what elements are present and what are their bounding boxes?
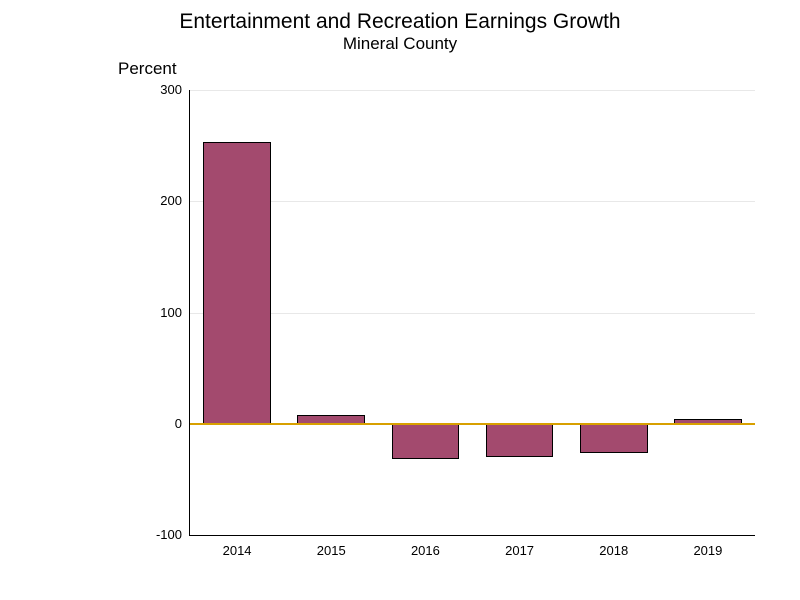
gridline	[190, 313, 755, 314]
bar	[580, 424, 648, 453]
plot-area	[190, 90, 755, 535]
y-axis-line	[189, 90, 190, 535]
y-tick-label: -100	[156, 527, 182, 542]
y-tick-label: 100	[160, 305, 182, 320]
gridline	[190, 90, 755, 91]
x-tick-label: 2018	[584, 543, 644, 558]
gridline	[190, 201, 755, 202]
y-tick-label: 0	[175, 416, 182, 431]
x-axis-line	[189, 535, 755, 536]
x-tick-label: 2016	[395, 543, 455, 558]
y-axis-label: Percent	[118, 59, 177, 79]
x-tick-label: 2015	[301, 543, 361, 558]
x-tick-label: 2017	[490, 543, 550, 558]
x-tick-label: 2014	[207, 543, 267, 558]
chart-title: Entertainment and Recreation Earnings Gr…	[0, 10, 800, 34]
bar	[203, 142, 271, 423]
bar	[486, 424, 554, 457]
zero-line	[190, 423, 755, 425]
y-tick-label: 300	[160, 82, 182, 97]
chart-subtitle: Mineral County	[0, 34, 800, 54]
x-tick-label: 2019	[678, 543, 738, 558]
bar	[392, 424, 460, 460]
y-tick-label: 200	[160, 193, 182, 208]
